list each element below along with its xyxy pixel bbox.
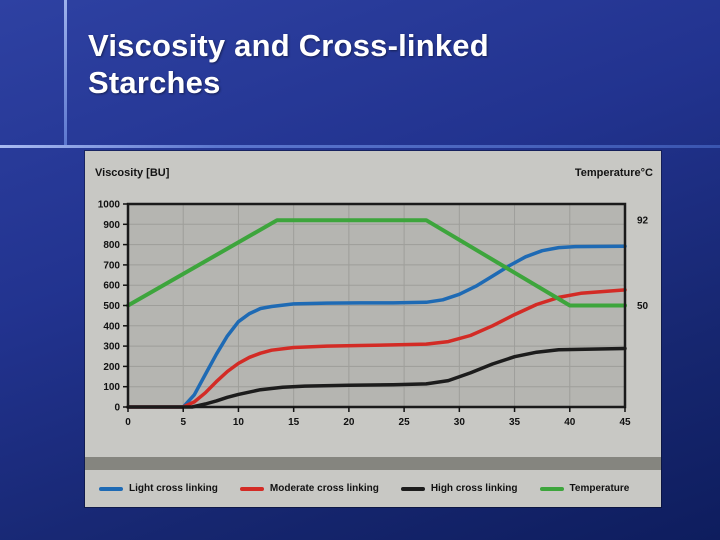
svg-text:20: 20 [343,417,355,428]
svg-text:50: 50 [637,301,649,312]
temperature-axis-label: Temperature°C [574,167,653,179]
page-title-line2: Starches [88,64,221,100]
svg-text:300: 300 [103,342,120,353]
svg-text:45: 45 [619,417,631,428]
svg-text:700: 700 [103,260,120,271]
viscosity-axis-label: Viscosity [BU] [95,167,170,179]
legend-label: Light cross linking [129,483,218,494]
left-accent-line [64,0,67,147]
legend-item-high-cross-linking: High cross linking [400,483,518,494]
page-title-line1: Viscosity and Cross-linked [88,28,489,63]
svg-text:400: 400 [103,321,120,332]
legend-marker-red [239,486,264,491]
legend-item-moderate-cross-linking: Moderate cross linking [239,483,379,494]
svg-text:35: 35 [509,417,521,428]
svg-text:15: 15 [288,417,300,428]
svg-text:25: 25 [399,417,411,428]
legend-item-temperature: Temperature [539,483,630,494]
svg-text:0: 0 [114,403,120,414]
svg-text:5: 5 [180,417,186,428]
chart-legend: Light cross linking Moderate cross linki… [85,470,661,507]
legend-label: Temperature [569,483,630,494]
svg-text:800: 800 [103,240,120,251]
svg-text:500: 500 [103,301,120,312]
legend-marker-black [400,486,425,491]
legend-label: Moderate cross linking [269,483,379,494]
legend-marker-blue [99,486,123,491]
svg-text:900: 900 [103,220,120,231]
svg-text:0: 0 [125,417,131,428]
chart-image: Viscosity [BU] Temperature°C 0 100 200 300 4… [85,151,661,507]
svg-text:30: 30 [454,417,466,428]
title-divider-line [0,145,720,148]
svg-text:40: 40 [564,417,576,428]
legend-marker-green [539,486,564,491]
svg-text:1000: 1000 [98,200,121,211]
legend-item-light-cross-linking: Light cross linking [99,483,218,494]
svg-text:200: 200 [103,362,120,373]
chart-bottom-strip [85,457,661,470]
svg-text:600: 600 [103,281,120,292]
legend-label: High cross linking [430,483,518,494]
page-title: Viscosity and Cross-linked Starches [88,28,668,101]
svg-text:100: 100 [103,382,120,393]
svg-text:10: 10 [233,417,245,428]
svg-text:92: 92 [637,216,649,227]
viscosity-line-chart: 0 100 200 300 400 500 600 700 800 900 1000 0 5 10 15 20… [98,200,649,429]
